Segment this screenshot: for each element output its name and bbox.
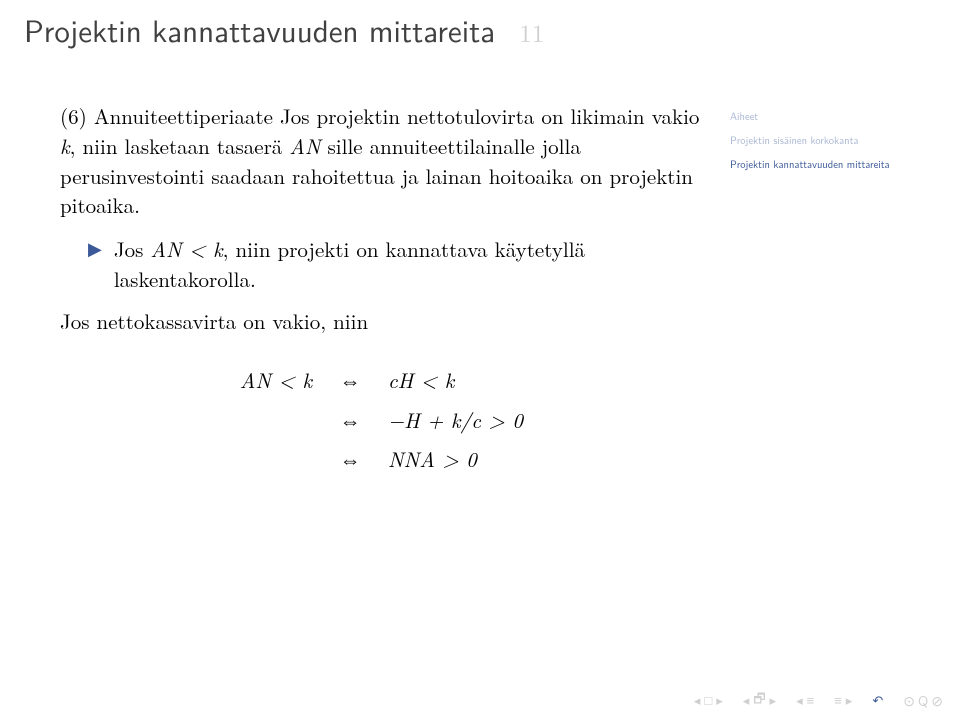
sidebar-item-mittareita[interactable]: Projektin kannattavuuden mittareita [730, 158, 920, 172]
math-row-1: AN < k ⇔ cH < k [220, 361, 720, 401]
math-right: −H + k/c > 0 [370, 401, 523, 441]
sidebar-heading[interactable]: Aiheet [730, 110, 920, 124]
nav-back-icon[interactable]: ↶ [872, 691, 883, 710]
math-right: cH < k [370, 361, 454, 401]
nav-prev-section-icon[interactable]: ◂ [796, 691, 803, 710]
iff-icon: ⇔ [330, 401, 370, 441]
nav-section-icon[interactable]: ≡ [834, 691, 842, 710]
slide-title: Projektin kannattavuuden mittareita [24, 6, 495, 52]
paragraph-nettokassa: Jos nettokassavirta on vakio, niin [60, 307, 720, 337]
nav-section-fwd-group: ≡ ▸ [834, 691, 852, 710]
nav-next-section-icon[interactable]: ▸ [846, 691, 853, 710]
main-area: (6) Annuiteettiperiaate Jos projektin ne… [0, 70, 960, 480]
bullet-text: Jos AN < k, niin projekti on kannattava … [114, 235, 720, 295]
lt: < [182, 234, 213, 264]
var-AN: AN [150, 234, 181, 264]
nav-frame-group: ◂ 🗗 ▸ [743, 689, 776, 712]
text: (6) Annuiteettiperiaate Jos projektin ne… [60, 101, 699, 131]
paragraph-annuity: (6) Annuiteettiperiaate Jos projektin ne… [60, 102, 720, 221]
nav-next-slide-icon[interactable]: ▸ [716, 691, 723, 710]
sidebar-item-korkokanta[interactable]: Projektin sisäinen korkokanta [730, 134, 920, 148]
slide-title-row: Projektin kannattavuuden mittareita 11 [0, 0, 960, 70]
triangle-icon: ▶ [88, 235, 102, 264]
sidebar: Aiheet Projektin sisäinen korkokanta Pro… [720, 70, 930, 480]
iff-icon: ⇔ [330, 440, 370, 480]
math-right: NNA > 0 [370, 440, 477, 480]
math-row-2: ⇔ −H + k/c > 0 [220, 401, 720, 441]
nav-circ1-icon[interactable]: ⊙ [903, 691, 914, 711]
nav-circ2-icon[interactable]: ⊘ [931, 691, 942, 711]
nav-prev-frame-icon[interactable]: ◂ [743, 691, 750, 710]
iff-icon: ⇔ [330, 361, 370, 401]
content-column: (6) Annuiteettiperiaate Jos projektin ne… [0, 70, 720, 480]
var-k: k [213, 234, 223, 264]
text: , niin lasketaan tasaerä [70, 131, 290, 161]
math-left: AN < k [220, 361, 330, 401]
var-AN: AN [289, 131, 320, 161]
nav-slide-icon[interactable]: □ [704, 691, 712, 710]
bullet-item: ▶ Jos AN < k, niin projekti on kannattav… [60, 235, 720, 295]
nav-slide-group: ◂ □ ▸ [694, 691, 723, 710]
var-k: k [60, 131, 70, 161]
nav-search-group: ⊙ Q ⊘ [903, 691, 942, 711]
nav-section-icon[interactable]: ≡ [807, 691, 815, 710]
nav-prev-slide-icon[interactable]: ◂ [694, 691, 701, 710]
nav-frame-icon[interactable]: 🗗 [753, 689, 765, 712]
nav-next-frame-icon[interactable]: ▸ [770, 691, 777, 710]
math-block: AN < k ⇔ cH < k ⇔ −H + k/c > 0 ⇔ NNA > 0 [60, 361, 720, 481]
nav-section-back-group: ◂ ≡ [796, 691, 814, 710]
nav-q-icon[interactable]: Q [918, 691, 927, 711]
footer-nav: ◂ □ ▸ ◂ 🗗 ▸ ◂ ≡ ≡ ▸ ↶ ⊙ Q ⊘ [694, 689, 942, 712]
text: Jos [114, 234, 151, 264]
slide-number: 11 [519, 15, 544, 50]
math-row-3: ⇔ NNA > 0 [220, 440, 720, 480]
